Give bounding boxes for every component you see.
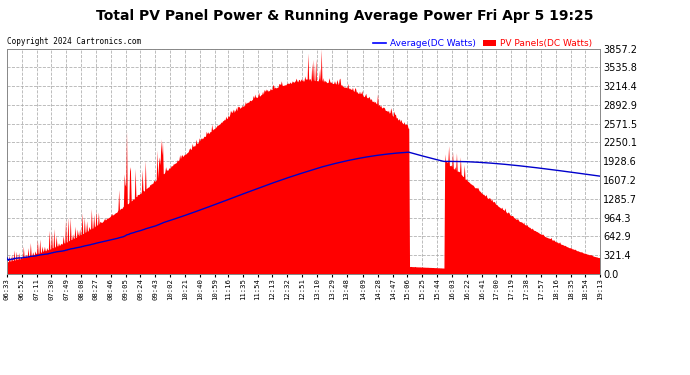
Legend: Average(DC Watts), PV Panels(DC Watts): Average(DC Watts), PV Panels(DC Watts) [369,35,595,51]
Text: Copyright 2024 Cartronics.com: Copyright 2024 Cartronics.com [8,38,141,46]
Text: Total PV Panel Power & Running Average Power Fri Apr 5 19:25: Total PV Panel Power & Running Average P… [96,9,594,23]
